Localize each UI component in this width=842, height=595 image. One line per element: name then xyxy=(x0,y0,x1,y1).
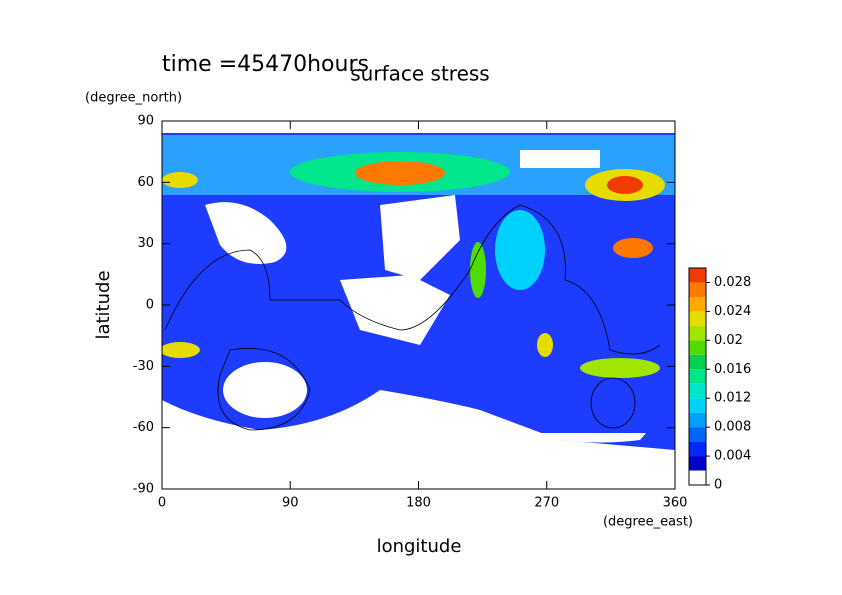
colorbar-box xyxy=(689,412,706,428)
y-tick-label: -30 xyxy=(133,359,154,374)
y-tick-label: 0 xyxy=(146,298,154,313)
colorbar-box xyxy=(689,354,706,370)
contour-field xyxy=(162,133,675,489)
colorbar-box xyxy=(689,340,706,355)
colorbar-box xyxy=(689,427,706,442)
colorbar-box xyxy=(689,282,706,297)
contour-fill xyxy=(223,362,307,418)
contour-fill xyxy=(607,176,643,194)
contour-fill xyxy=(162,172,198,188)
contour-fill xyxy=(470,242,486,298)
y-tick-label: -60 xyxy=(133,420,154,435)
colorbar-label: 0.004 xyxy=(714,449,751,464)
colorbar-label: 0.02 xyxy=(714,333,743,348)
x-tick-label: 360 xyxy=(663,496,688,511)
colorbar-label: 0.016 xyxy=(714,362,751,377)
contour-fill xyxy=(613,238,653,258)
colorbar-label: 0.024 xyxy=(714,304,751,319)
y-tick-label: 30 xyxy=(137,236,154,251)
contour-fill xyxy=(355,161,445,185)
contour-fill xyxy=(495,210,545,290)
contour-fill xyxy=(162,342,200,358)
contour-fill xyxy=(380,195,460,280)
chart-title: surface stress xyxy=(350,62,489,86)
coastline xyxy=(164,204,661,355)
y-axis-label: latitude xyxy=(93,270,114,339)
x-unit: (degree_east) xyxy=(603,515,693,530)
x-tick-label: 90 xyxy=(282,496,299,511)
x-axis-label: longitude xyxy=(377,536,462,557)
coastline xyxy=(217,347,311,431)
x-tick-label: 180 xyxy=(406,496,431,511)
colorbar-box xyxy=(689,325,706,341)
colorbar-box xyxy=(689,398,706,413)
contour-fill xyxy=(162,390,675,489)
colorbar-box xyxy=(689,268,706,283)
y-unit: (degree_north) xyxy=(85,91,182,106)
colorbar-box xyxy=(689,296,706,312)
colorbar-box xyxy=(689,369,706,384)
colorbar-box xyxy=(689,456,706,471)
contour-fill xyxy=(480,400,675,460)
colorbar-label: 0.012 xyxy=(714,391,751,406)
colorbar-label: 0.008 xyxy=(714,420,751,435)
y-tick-label: 60 xyxy=(137,175,154,190)
colorbar-box xyxy=(689,470,706,485)
colorbar-box xyxy=(689,441,706,457)
y-tick-label: 90 xyxy=(137,114,154,129)
subtitle: time =45470hours xyxy=(162,52,369,77)
contour-fill xyxy=(520,150,600,168)
colorbar-label: 0.028 xyxy=(714,275,751,290)
coastline xyxy=(590,377,636,429)
contour-fill xyxy=(537,333,553,357)
colorbar-box xyxy=(689,383,706,399)
contour-fill xyxy=(340,275,450,345)
y-tick-label: -90 xyxy=(133,482,154,497)
contour-fill xyxy=(580,358,660,378)
colorbar-box xyxy=(689,311,706,326)
colorbar-label: 0 xyxy=(714,478,722,493)
x-tick-label: 270 xyxy=(534,496,559,511)
x-tick-label: 0 xyxy=(158,496,166,511)
colorbar-frame xyxy=(688,267,707,486)
contour-fill xyxy=(205,202,287,264)
